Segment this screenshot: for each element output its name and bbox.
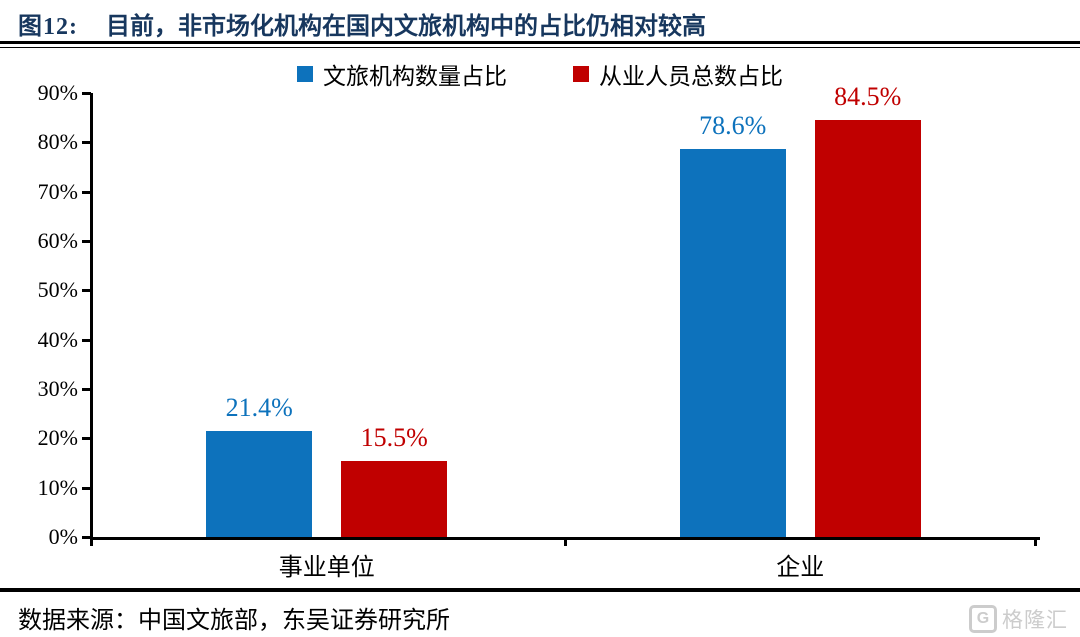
y-axis-tick-label: 80%: [37, 129, 78, 155]
y-axis-tick-mark: [82, 338, 91, 342]
legend-swatch-icon: [573, 66, 589, 82]
y-axis-tick-label: 10%: [37, 474, 78, 500]
bar-事业单位-从业人员总数占比: [341, 460, 448, 537]
figure-number: 图12:: [18, 14, 78, 40]
bar-value-label: 21.4%: [225, 393, 293, 423]
chart-legend: 文旅机构数量占比 从业人员总数占比: [0, 57, 1080, 91]
y-axis-tick-mark: [82, 486, 91, 490]
bar-chart: 0% 10% 20% 30% 40% 50% 60% 70% 80% 90% 21.4% 15.5% 事…: [0, 80, 1080, 583]
y-axis-tick-label: 60%: [37, 228, 78, 253]
title-divider-thick: [0, 41, 1080, 44]
footer: 数据来源：中国文旅部，东吴证券研究所 G 格隆汇: [0, 598, 1080, 634]
x-axis-category-label: 事业单位: [278, 555, 375, 581]
y-axis-tick-label: 90%: [37, 80, 78, 105]
figure-title: 图12: 目前，非市场化机构在国内文旅机构中的占比仍相对较高: [18, 6, 1062, 41]
bar-value-label: 84.5%: [834, 82, 902, 112]
y-axis-tick-mark: [82, 190, 91, 194]
x-axis-tick-mark: [563, 537, 567, 546]
y-axis-tick-label: 40%: [37, 326, 78, 352]
bar-value-label: 78.6%: [699, 111, 767, 141]
gelonghui-watermark: G 格隆汇: [969, 604, 1068, 634]
x-axis-category-label: 企业: [776, 555, 825, 581]
gelonghui-logo-icon: G: [969, 605, 997, 633]
y-axis-tick-mark: [82, 240, 91, 243]
y-axis-tick-mark: [82, 141, 91, 145]
title-divider-thin: [0, 47, 1080, 48]
gelonghui-logo-text: 格隆汇: [1002, 609, 1068, 632]
y-axis-tick-mark: [82, 388, 91, 391]
bar-事业单位-文旅机构数量占比: [206, 431, 313, 537]
bar-企业-文旅机构数量占比: [679, 149, 786, 537]
y-axis-tick-mark: [82, 437, 91, 441]
y-axis-tick-label: 20%: [37, 425, 78, 451]
legend-item-1: 从业人员总数占比: [573, 57, 783, 91]
x-axis-tick-mark: [1034, 537, 1037, 546]
y-axis-tick-label: 0%: [48, 524, 78, 549]
legend-item-0: 文旅机构数量占比: [297, 57, 507, 91]
y-axis-tick-label: 50%: [37, 277, 78, 303]
figure-title-text: 目前，非市场化机构在国内文旅机构中的占比仍相对较高: [106, 14, 706, 40]
y-axis-tick-label: 70%: [37, 178, 78, 204]
bar-value-label: 15.5%: [360, 422, 428, 452]
y-axis-tick-mark: [82, 536, 91, 539]
legend-label: 文旅机构数量占比: [323, 64, 507, 89]
y-axis-tick-mark: [82, 92, 91, 95]
footer-divider: [0, 588, 1080, 592]
legend-label: 从业人员总数占比: [599, 64, 783, 89]
legend-swatch-icon: [297, 66, 313, 82]
data-source-text: 数据来源：中国文旅部，东吴证券研究所: [18, 608, 450, 634]
bar-企业-从业人员总数占比: [814, 120, 921, 537]
y-axis-tick-mark: [82, 289, 91, 293]
y-axis-tick-label: 30%: [37, 376, 78, 401]
x-axis-tick-mark: [90, 537, 93, 546]
